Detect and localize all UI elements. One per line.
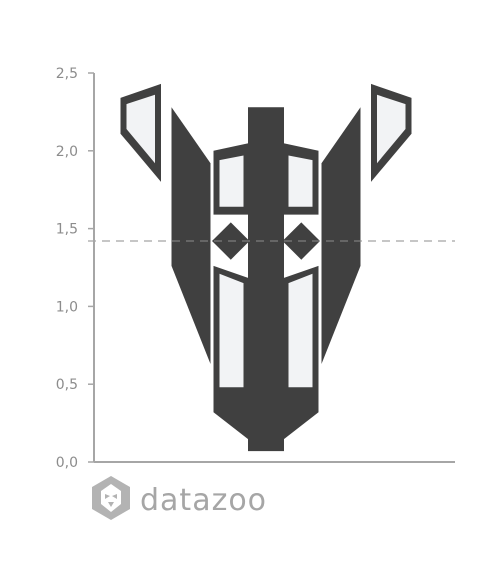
right-eye-inner [288,155,313,207]
right-outer-band [321,107,361,364]
center-bar [248,107,284,452]
right-ear-inner [377,94,406,164]
y-tick-label: 2,5 [56,66,78,82]
left-outer-band [171,107,211,364]
watermark-text: datazoo [140,483,267,518]
y-tick-label: 0,0 [56,455,78,471]
y-axis-ticks: 0,0 0,5 1,0 1,5 2,0 2,5 [56,66,94,471]
right-cheek-inner [288,273,313,388]
watermark: datazoo [92,476,267,520]
chart-marks [120,83,412,452]
left-eye-inner [219,155,244,207]
y-tick-label: 2,0 [56,144,78,160]
y-tick-label: 1,0 [56,299,78,315]
left-ear-inner [126,94,155,164]
y-tick-label: 0,5 [56,377,78,393]
y-tick-label: 1,5 [56,222,78,238]
left-cheek-inner [219,273,244,388]
lion-head-icon [92,476,130,520]
